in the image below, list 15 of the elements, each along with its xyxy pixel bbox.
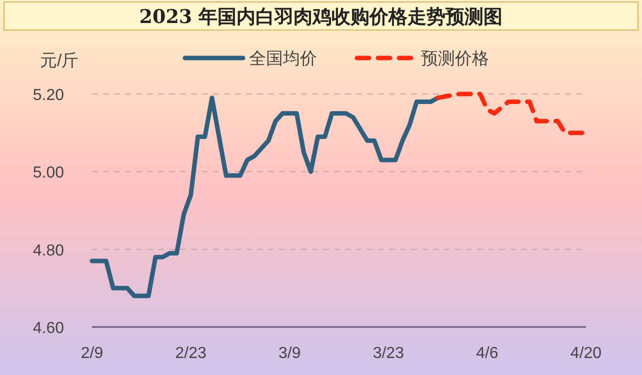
chart-title: 2023 年国内白羽肉鸡收购价格走势预测图 xyxy=(139,6,503,28)
x-tick-label: 2/9 xyxy=(80,345,104,362)
line-series xyxy=(90,96,440,298)
x-tick-label: 3/23 xyxy=(372,345,404,362)
legend-label: 全国均价 xyxy=(249,49,317,68)
x-tick-label: 2/23 xyxy=(175,345,206,362)
x-tick-label: 4/6 xyxy=(476,345,498,362)
y-tick-label: 5.20 xyxy=(32,87,64,104)
x-tick-label: 4/20 xyxy=(570,345,602,362)
y-axis-title: 元/斤 xyxy=(40,51,79,70)
y-tick-label: 5.00 xyxy=(32,164,64,182)
legend-label: 预测价格 xyxy=(421,49,489,68)
x-tick-label: 3/9 xyxy=(278,345,301,362)
y-tick-label: 4.80 xyxy=(32,242,64,260)
y-tick-label: 4.60 xyxy=(32,320,64,337)
